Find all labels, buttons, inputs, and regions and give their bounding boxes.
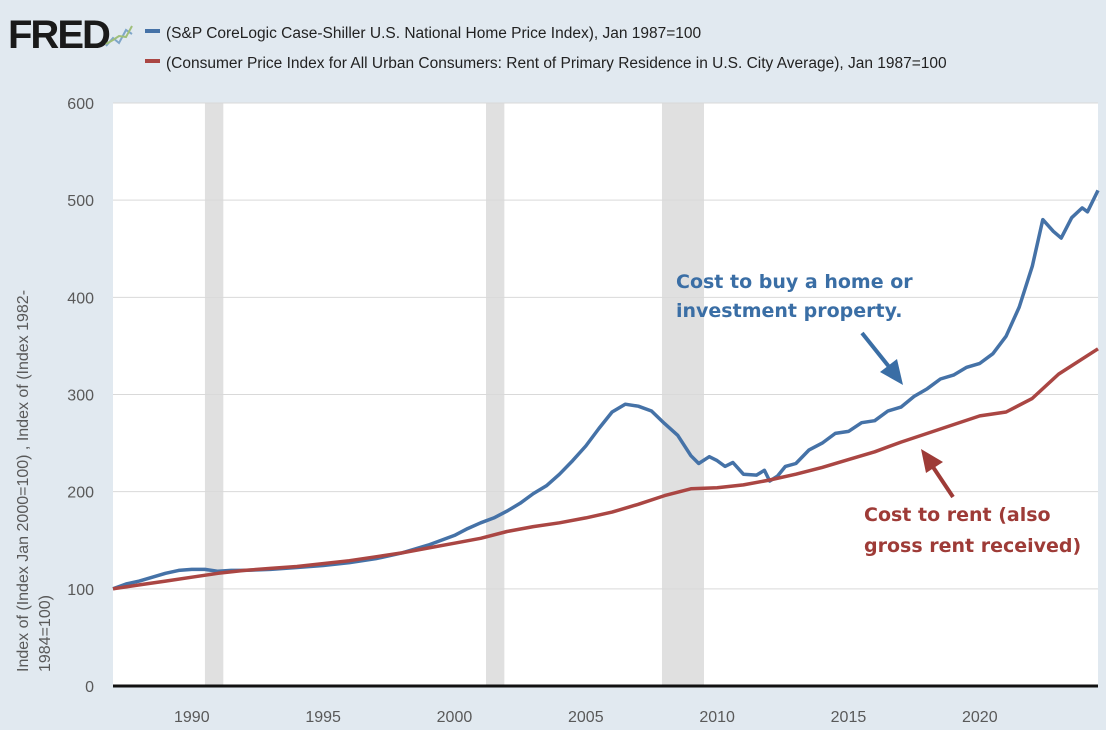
y-axis-ticks: 0 100 200 300 400 500 600 (67, 96, 94, 696)
y-tick-label: 200 (67, 485, 94, 502)
fred-logo-chart-icon (105, 25, 133, 47)
y-tick-label: 300 (67, 388, 94, 405)
x-tick-label: 2010 (699, 709, 735, 726)
y-axis-label-line2: 1984=100) (37, 595, 54, 672)
legend-swatch-home (145, 29, 160, 33)
annotation-rent-line2: gross rent received) (864, 535, 1081, 557)
legend-swatch-rent (145, 59, 160, 63)
x-tick-label: 2005 (568, 709, 604, 726)
series-line-rent (112, 347, 1099, 591)
gridlines (113, 102, 1098, 590)
annotation-rent: Cost to rent (also gross rent received) (864, 449, 1081, 557)
series-lines (112, 189, 1100, 591)
annotation-rent-arrow (921, 449, 955, 499)
legend-label-home: (S&P CoreLogic Case-Shiller U.S. Nationa… (166, 25, 702, 42)
y-axis-label: Index of (Index Jan 2000=100) , Index of… (15, 290, 54, 672)
y-tick-label: 500 (67, 193, 94, 210)
y-tick-label: 0 (85, 679, 94, 696)
annotation-home-line2: investment property. (676, 300, 902, 322)
x-tick-label: 1990 (174, 709, 210, 726)
x-axis-ticks: 1990 1995 2000 2005 2010 2015 2020 (174, 709, 998, 726)
annotation-home-arrow (860, 331, 903, 385)
annotation-home: Cost to buy a home or investment propert… (676, 271, 913, 385)
fred-logo: FRED (8, 13, 110, 57)
x-tick-label: 2020 (962, 709, 998, 726)
y-tick-label: 100 (67, 582, 94, 599)
legend-label-rent: (Consumer Price Index for All Urban Cons… (166, 55, 947, 72)
annotation-rent-line1: Cost to rent (also (864, 504, 1051, 526)
annotation-home-line1: Cost to buy a home or (676, 271, 913, 293)
x-tick-label: 2015 (831, 709, 867, 726)
x-tick-label: 2000 (437, 709, 473, 726)
y-axis-label-line1: Index of (Index Jan 2000=100) , Index of… (15, 290, 32, 672)
y-tick-label: 400 (67, 290, 94, 307)
x-tick-label: 1995 (305, 709, 341, 726)
y-tick-label: 600 (67, 96, 94, 113)
legend: (S&P CoreLogic Case-Shiller U.S. Nationa… (145, 25, 947, 72)
